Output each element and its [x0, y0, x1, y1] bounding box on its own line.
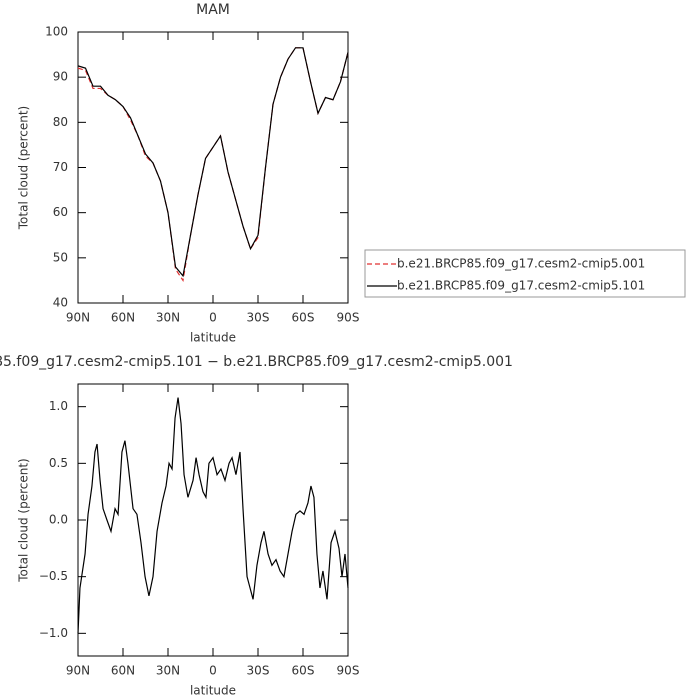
y-tick-label: 70	[53, 160, 68, 174]
plot-frame	[77, 31, 349, 304]
y-tick-label: 50	[53, 250, 68, 264]
x-tick-label: 90S	[337, 311, 360, 325]
y-tick-label: 60	[53, 205, 68, 219]
x-axis-label: latitude	[190, 684, 236, 698]
x-tick-label: 60S	[292, 311, 315, 325]
x-tick-label: 30N	[156, 664, 180, 678]
data-line	[77, 47, 349, 278]
y-tick-label: −1.0	[39, 626, 68, 640]
y-tick-label: 80	[53, 115, 68, 129]
y-tick-label: 100	[45, 25, 68, 39]
data-line	[77, 397, 349, 634]
x-tick-label: 60N	[111, 664, 135, 678]
x-tick-label: 90S	[337, 664, 360, 678]
x-tick-label: 60N	[111, 311, 135, 325]
x-axis-label: latitude	[190, 331, 236, 345]
y-tick-label: 0.5	[49, 456, 68, 470]
plot-frame	[77, 383, 349, 657]
x-tick-label: 30N	[156, 311, 180, 325]
legend-label: b.e21.BRCP85.f09_g17.cesm2-cmip5.001	[397, 257, 645, 271]
legend-label: b.e21.BRCP85.f09_g17.cesm2-cmip5.101	[397, 279, 645, 293]
x-tick-label: 90N	[66, 664, 90, 678]
y-tick-label: 90	[53, 70, 68, 84]
data-line	[77, 47, 349, 283]
x-tick-label: 60S	[292, 664, 315, 678]
y-tick-label: −0.5	[39, 569, 68, 583]
x-tick-label: 30S	[247, 311, 270, 325]
y-axis-label: Total cloud (percent)	[17, 458, 31, 582]
y-tick-label: 40	[53, 296, 68, 310]
y-tick-label: 0.0	[49, 513, 68, 527]
x-tick-label: 0	[209, 311, 217, 325]
y-axis-label: Total cloud (percent)	[17, 106, 31, 230]
x-tick-label: 90N	[66, 311, 90, 325]
chart-title: b.e21.BRCP85.f09_g17.cesm2-cmip5.101 − b…	[0, 354, 513, 370]
x-tick-label: 0	[209, 664, 217, 678]
chart-title: MAM	[196, 2, 230, 18]
legend-box	[364, 249, 686, 298]
y-tick-label: 1.0	[49, 399, 68, 413]
x-tick-label: 30S	[247, 664, 270, 678]
